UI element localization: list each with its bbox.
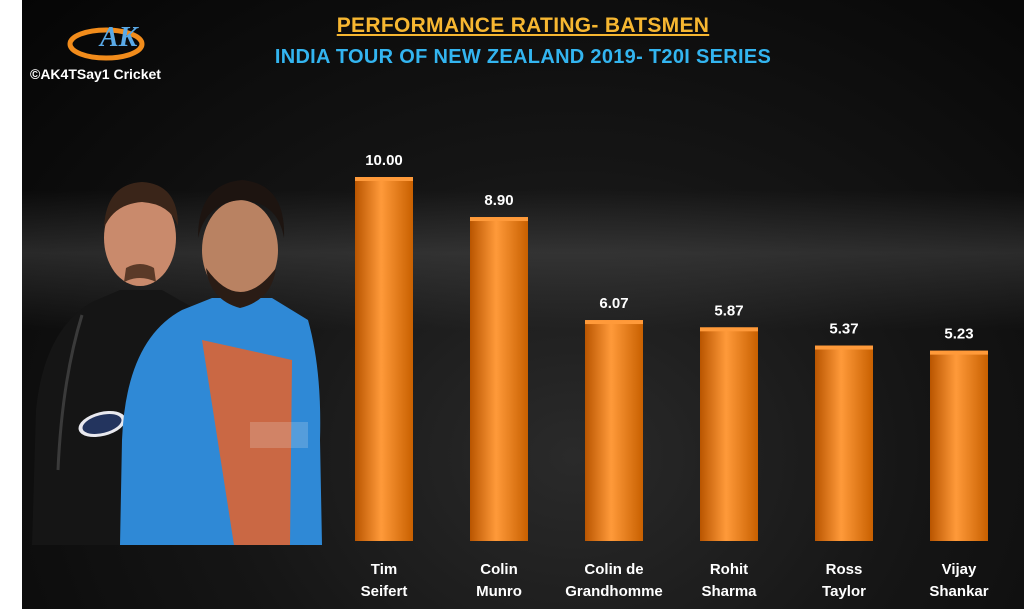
value-label-2: 8.90 — [484, 192, 513, 209]
value-label-3: 6.07 — [599, 295, 628, 312]
bar-chart: 10.00 8.90 6.07 5.87 5.37 5.23 Tim Seifert Coli… — [355, 152, 989, 600]
value-labels-group: 10.00 8.90 6.07 5.87 5.37 5.23 — [365, 152, 973, 343]
category-label-5-line-2: Taylor — [822, 583, 866, 600]
category-labels-group: Tim Seifert Colin Munro Colin de Grandhomme Ro… — [361, 561, 989, 600]
chart-title: PERFORMANCE RATING- BATSMEN — [336, 14, 710, 37]
category-label-4-line-1: Rohit — [710, 561, 748, 578]
bar-2 — [470, 217, 528, 542]
bar-5 — [815, 345, 873, 541]
value-label-5: 5.37 — [829, 321, 858, 338]
category-label-2-line-1: Colin — [480, 561, 518, 578]
bars-group — [355, 177, 988, 542]
credit-text: ©AK4TSay1 Cricket — [30, 66, 161, 82]
chart-stage: AK ©AK4TSay1 Cricket PERFORMANCE RATING-… — [22, 0, 1024, 609]
bar-top-edge-2 — [470, 217, 528, 222]
bar-6 — [930, 350, 988, 541]
bar-top-edge-1 — [355, 177, 413, 181]
bar-3 — [585, 320, 643, 541]
ak-logo: AK — [67, 22, 145, 61]
category-label-2-line-2: Munro — [476, 583, 522, 600]
value-label-4: 5.87 — [714, 302, 743, 319]
category-label-6-line-2: Shankar — [929, 583, 988, 600]
logo-text: AK — [98, 22, 140, 53]
logo-swoosh — [67, 27, 145, 61]
category-label-3-line-1: Colin de — [584, 561, 643, 578]
category-label-5-line-1: Ross — [826, 561, 863, 578]
category-label-1-line-1: Tim — [371, 561, 397, 578]
bar-top-edge-5 — [815, 345, 873, 350]
category-label-3-line-2: Grandhomme — [565, 583, 663, 600]
bar-4 — [700, 327, 758, 541]
chart-subtitle: INDIA TOUR OF NEW ZEALAND 2019- T20I SER… — [274, 46, 772, 68]
value-label-1: 10.00 — [365, 152, 403, 169]
category-label-4-line-2: Sharma — [701, 583, 757, 600]
player-blue-kit-figure — [120, 180, 322, 545]
bar-1 — [355, 177, 413, 541]
players-photo — [32, 180, 322, 545]
category-label-1-line-2: Seifert — [361, 583, 408, 600]
category-label-6-line-1: Vijay — [942, 561, 977, 578]
bar-top-edge-3 — [585, 320, 643, 325]
bar-top-edge-6 — [930, 350, 988, 355]
value-label-6: 5.23 — [944, 326, 973, 343]
bar-top-edge-4 — [700, 327, 758, 332]
